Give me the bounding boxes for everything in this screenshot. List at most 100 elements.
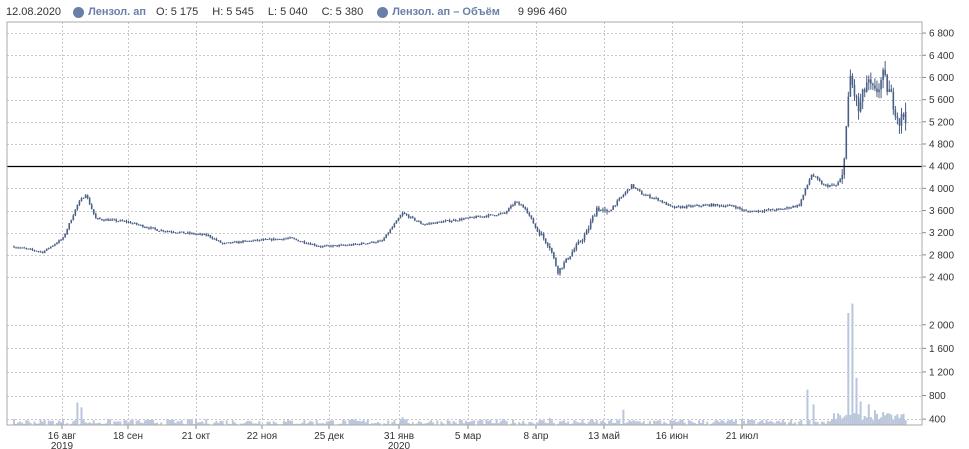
volume-bar [401,417,404,425]
volume-bar [141,423,144,425]
volume-bar [332,420,335,425]
volume-bar [561,421,564,425]
candle-body [152,227,154,229]
volume-bar [442,423,445,425]
price-tick-label: 6 400 [929,51,954,62]
price-series-name: Лензол. ап [88,6,147,18]
candle-body [692,205,694,207]
volume-bar [761,419,764,425]
volume-bar [481,420,484,425]
volume-bar [559,421,561,425]
volume-bar [460,420,463,425]
candle-body [262,239,265,241]
candle-body [865,82,868,92]
candle-body [334,245,336,247]
candle-body [37,251,40,253]
candle-body [702,204,704,207]
candle-body [739,207,741,209]
volume-bar [274,422,277,425]
candle-body [655,197,657,199]
volume-bar [207,423,210,425]
volume-series-dot-icon [377,6,389,18]
volume-bar [303,420,306,425]
volume-bar [824,423,827,425]
candle-body [144,227,146,229]
volume-bar [270,423,273,425]
candle-body [338,244,340,247]
candle-body [148,227,150,229]
candle-body [542,233,545,239]
date-tick-label: 5 мар [455,431,482,442]
volume-bar [239,423,242,425]
volume-bar [855,377,858,425]
candle-body [379,240,381,242]
candle-body [802,194,805,200]
candle-body [565,258,567,263]
candle-body [17,247,19,249]
candle-body [107,219,109,221]
candle-body [383,238,385,241]
volume-bar [135,420,138,425]
candle-body [436,221,439,224]
candle-body [528,212,531,216]
volume-bar [436,420,439,425]
volume-bar [150,419,153,425]
candle-body [127,221,130,223]
candle-body [139,224,142,226]
candle-body [608,211,610,213]
volume-bar [493,423,496,425]
candle-body [385,234,387,239]
candle-body [894,109,897,117]
candle-body [121,220,124,222]
candle-body [780,208,782,210]
volume-bar [593,422,596,425]
candle-body [252,240,255,242]
candle-body [845,126,848,159]
date-tick-label: 18 сен [113,431,143,442]
candle-body [418,221,420,223]
candle-body [747,211,749,213]
candle-body [892,91,895,110]
date-tick-label: 31 янв [384,431,414,442]
volume-bar [432,422,435,425]
candle-body [25,248,28,250]
volume-bar [589,419,592,425]
candle-body [299,241,302,243]
candle-body [248,240,250,242]
candle-body [596,207,598,216]
volume-bar [215,420,218,425]
candle-body [647,194,649,196]
candle-body [307,243,310,245]
volume-bar [174,423,177,425]
candle-body [225,242,228,244]
volume-bar [383,423,386,425]
candle-body [806,184,809,189]
volume-bar [419,422,422,425]
volume-bar [544,422,547,425]
volume-bar [873,410,876,425]
candle-body [60,239,62,241]
volume-bar [779,422,782,425]
candle-body [317,245,320,247]
volume-bar [105,423,108,425]
candle-body [164,231,167,233]
candle-body [432,222,435,224]
candle-body [577,241,580,245]
volume-bar [863,415,866,425]
volume-bar [203,423,206,425]
volume-bar [781,419,784,425]
candle-body [456,220,459,222]
candle-body [270,238,273,241]
candle-body [763,210,766,212]
candle-body [448,220,451,222]
volume-bar [757,422,760,425]
candle-body [293,238,295,240]
volume-bar [374,422,377,425]
volume-bar [385,423,388,425]
volume-bar [282,420,285,425]
candle-body [622,194,625,197]
volume-bar [166,419,169,425]
candle-body [688,205,690,207]
volume-bar [70,423,73,425]
